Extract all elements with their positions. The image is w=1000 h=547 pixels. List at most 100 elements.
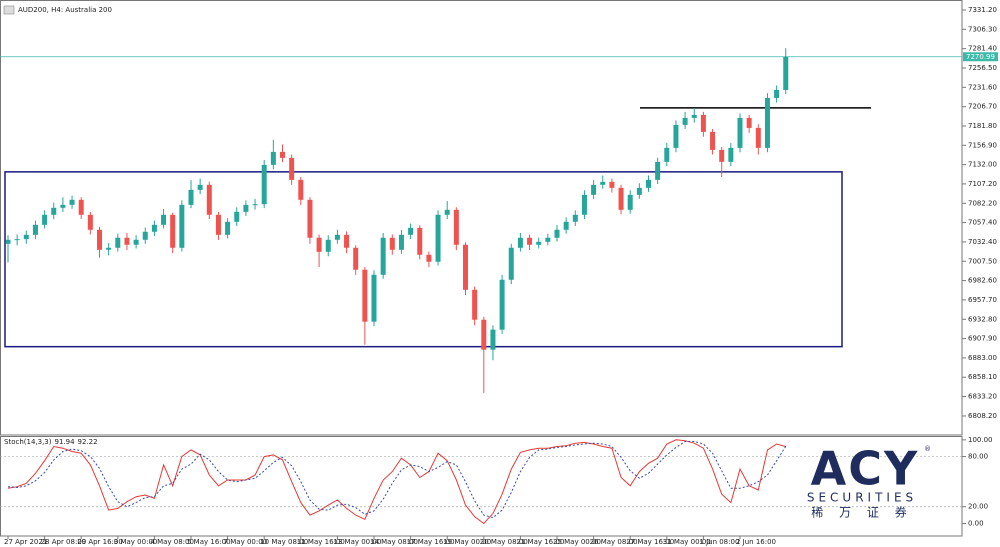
logo: ACY ® SECURITIES 稀 万 证 券 [807, 442, 931, 520]
symbol-icon [3, 5, 15, 15]
candle-body [591, 184, 597, 195]
y-tick-label: 6932.80 [968, 315, 997, 323]
stoch-panel [0, 436, 963, 537]
candle-body [426, 254, 432, 262]
x-tick-label: 10 May 08:00 [260, 538, 308, 546]
candle-body [42, 214, 48, 225]
candle-body [691, 114, 697, 118]
candle-body [398, 234, 404, 250]
candle-body [508, 247, 514, 280]
y-tick-label: 6907.90 [968, 335, 997, 343]
y-tick-label: 6858.10 [968, 373, 997, 381]
x-tick-label: 29 Apr 16:00 [77, 538, 123, 546]
candle-body [133, 239, 139, 245]
y-tick-label: 6957.70 [968, 296, 997, 304]
candle-body [161, 214, 167, 225]
candle-body [234, 211, 240, 222]
candle-body [14, 239, 20, 241]
candle-body [353, 247, 359, 270]
x-tick-label: 3 May 00:00 [114, 538, 158, 546]
y-tick-label: 7032.40 [968, 238, 997, 246]
candle-body [87, 214, 93, 230]
y-tick-label: 7156.90 [968, 141, 997, 149]
candle-body [527, 237, 533, 245]
candle-body [142, 231, 148, 240]
x-tick-label: 2 Jun 16:00 [736, 538, 776, 546]
x-tick-label: 1 Jun 08:00 [699, 538, 739, 546]
indicator-header: Stoch(14,3,3) 91.94 92.22 [4, 438, 98, 446]
candle-body [23, 234, 29, 240]
y-tick-label: 6883.00 [968, 354, 997, 362]
candle-body [655, 161, 661, 180]
candle-body [728, 147, 734, 162]
logo-line2: 稀 万 证 券 [811, 505, 912, 520]
y-tick-label: 100.00 [968, 436, 993, 444]
candle-body [600, 181, 606, 185]
candle-body [215, 214, 221, 235]
candle-body [289, 157, 295, 180]
x-tick-label: 17 May 16:00 [407, 538, 455, 546]
candle-body [316, 237, 322, 252]
stoch-line [7, 439, 786, 525]
candle-body [700, 114, 706, 132]
candle-body [764, 97, 770, 148]
x-tick-label: 26 May 08:00 [590, 538, 638, 546]
candle-body [97, 229, 102, 250]
candle-body [673, 124, 679, 148]
candle-body [737, 117, 743, 148]
candle-body [435, 214, 441, 262]
candle-body [545, 237, 551, 242]
candle-body [389, 237, 395, 250]
candle-body [444, 209, 450, 215]
candle-body [115, 237, 121, 248]
y-tick-label: 7007.50 [968, 257, 997, 265]
x-tick-label: 20 May 08:00 [480, 538, 528, 546]
candle-body [627, 194, 633, 210]
logo-mark: ® [924, 445, 931, 453]
x-tick-label: 14 May 08:00 [370, 538, 418, 546]
x-tick-label: 31 May 00:00 [663, 538, 711, 546]
candle-body [618, 187, 624, 210]
x-tick-label: 28 Apr 08:00 [41, 538, 87, 546]
candle-body [5, 239, 11, 244]
candle-body [261, 164, 267, 205]
candle-body [719, 149, 725, 162]
d-value: 92.22 [78, 438, 98, 446]
x-tick-label: 27 Apr 2021 [4, 538, 47, 546]
candle-body [124, 237, 130, 245]
candle-body [307, 199, 313, 238]
candle-body [170, 214, 176, 248]
y-tick-label: 7206.70 [968, 103, 997, 111]
candle-body [78, 199, 84, 215]
candle-body [636, 187, 642, 195]
candle-body [490, 329, 496, 350]
y-tick-label: 80.00 [968, 453, 988, 461]
y-tick-label: 20.00 [968, 503, 988, 511]
candle-body [106, 247, 112, 250]
y-tick-label: 7256.50 [968, 64, 997, 72]
candle-body [572, 214, 578, 222]
candle-body [499, 279, 505, 330]
y-tick-label: 7331.20 [968, 6, 997, 14]
y-tick-label: 7231.60 [968, 83, 997, 91]
candle-body [746, 117, 752, 128]
k-value: 91.94 [54, 438, 75, 446]
candle-body [371, 274, 377, 322]
candle-body [188, 189, 194, 205]
candle-body [280, 151, 285, 158]
y-tick-label: 7082.20 [968, 199, 997, 207]
candle-body [554, 229, 560, 238]
candle-body [417, 227, 423, 255]
y-tick-label: 7132.00 [968, 161, 997, 169]
candle-body [380, 237, 386, 275]
candle-body [710, 131, 716, 150]
candle-body [270, 151, 276, 165]
candle-body [243, 204, 249, 212]
candle-body [481, 319, 487, 350]
y-tick-label: 7181.80 [968, 122, 997, 130]
x-tick-label: 11 May 16:00 [297, 538, 345, 546]
candle-body [344, 234, 350, 248]
price-panel [0, 0, 963, 436]
